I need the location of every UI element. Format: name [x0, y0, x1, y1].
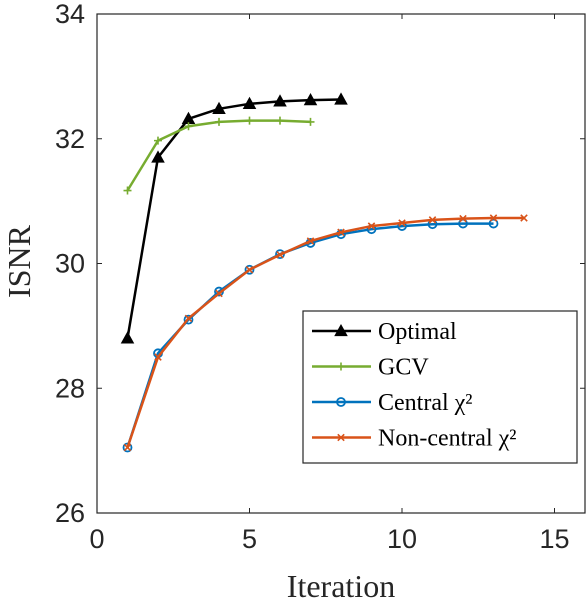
data-point	[303, 93, 318, 106]
data-point	[276, 251, 284, 259]
y-tick-label: 32	[55, 124, 85, 154]
legend: Optimal GCV Central χ² Non-central χ²	[302, 310, 578, 464]
legend-marker	[336, 397, 346, 407]
legend-label: Central χ²	[378, 390, 473, 416]
y-tick-label: 28	[55, 373, 85, 403]
data-point	[123, 186, 132, 195]
data-point	[184, 122, 193, 131]
series-line	[126, 216, 524, 448]
data-point	[334, 92, 348, 105]
data-point	[306, 237, 315, 245]
data-point	[120, 331, 135, 344]
legend-label: GCV	[378, 355, 429, 381]
series-line	[126, 98, 342, 339]
legend-label: Non-central χ²	[378, 426, 516, 452]
plot-marks	[120, 92, 528, 453]
y-axis-label: ISNR	[1, 224, 37, 298]
data-point	[245, 116, 254, 125]
data-point	[428, 216, 437, 224]
data-point	[215, 289, 223, 298]
x-tick-label: 5	[242, 524, 257, 554]
data-point	[245, 265, 254, 274]
data-point	[488, 218, 499, 229]
data-point	[306, 117, 315, 126]
x-tick-label: 0	[89, 524, 104, 554]
data-point	[215, 117, 223, 126]
data-point	[459, 214, 467, 223]
data-point	[337, 228, 345, 237]
data-point	[398, 219, 406, 227]
series-2	[123, 116, 315, 195]
data-point	[154, 136, 162, 145]
legend-item-4: Non-central χ²	[312, 426, 516, 452]
data-point	[276, 116, 284, 125]
x-tick-label: 10	[387, 524, 417, 554]
y-tick-label: 30	[55, 249, 85, 279]
data-point	[122, 442, 133, 453]
data-point	[244, 264, 255, 275]
data-point	[154, 353, 162, 361]
data-point	[367, 222, 376, 230]
x-tick-label: 15	[539, 524, 569, 554]
series-1	[120, 92, 348, 344]
series-4	[123, 214, 528, 452]
legend-label: Optimal	[378, 319, 457, 345]
legend-item-1: Optimal	[312, 319, 457, 345]
data-point	[520, 214, 528, 222]
data-point	[273, 94, 287, 107]
x-axis-label: Iteration	[287, 568, 395, 603]
data-point	[183, 314, 194, 325]
data-point	[123, 443, 132, 452]
legend-marker	[337, 362, 345, 371]
y-tick-label: 26	[55, 498, 85, 528]
legend-item-2: GCV	[312, 355, 429, 381]
legend-item-3: Central χ²	[312, 390, 473, 416]
legend-marker	[334, 323, 348, 337]
legend-marker	[337, 433, 345, 442]
data-point	[212, 101, 226, 114]
data-point	[151, 150, 165, 163]
data-point	[489, 214, 498, 222]
y-tick-label: 34	[55, 0, 85, 29]
data-point	[242, 96, 257, 109]
data-point	[184, 314, 193, 323]
